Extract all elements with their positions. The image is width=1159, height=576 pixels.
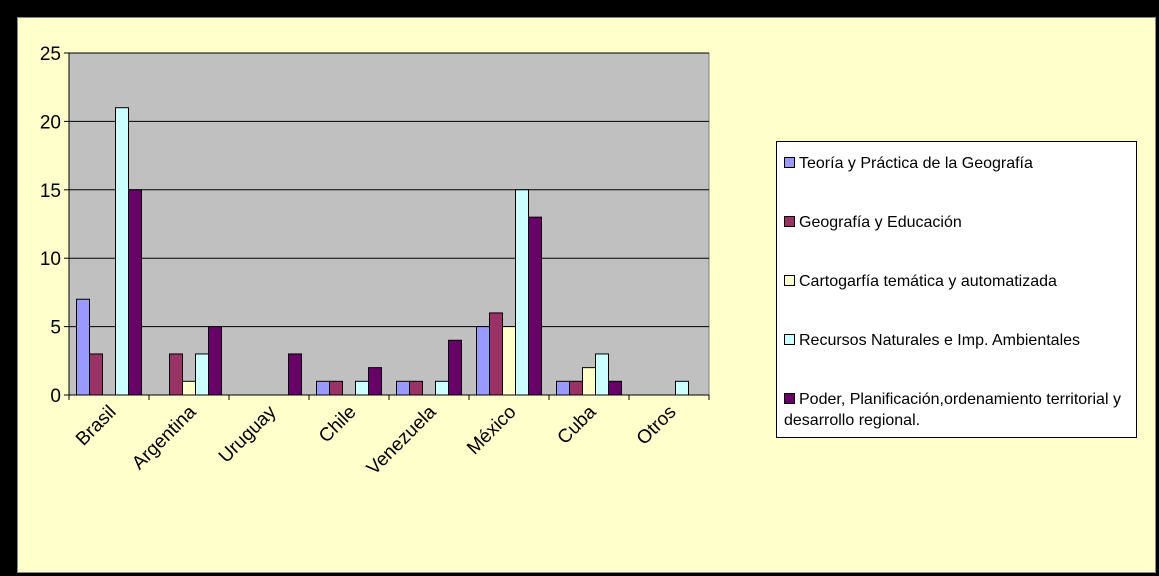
bar xyxy=(329,380,343,396)
y-tick-label: 15 xyxy=(40,181,61,202)
y-tick-label: 0 xyxy=(50,386,61,407)
bar xyxy=(528,216,542,396)
x-category-label: Cuba xyxy=(554,401,601,448)
legend-label-3: Cartogarfía temática y automatizada xyxy=(799,273,1057,290)
x-category-label: Argentina xyxy=(128,401,201,474)
bar xyxy=(355,380,369,396)
x-category-label: Chile xyxy=(315,402,360,447)
bar xyxy=(288,353,302,396)
bar xyxy=(195,353,209,396)
bar xyxy=(89,353,103,396)
legend-label-2: Geografía y Educación xyxy=(799,214,962,231)
bar xyxy=(556,380,570,396)
legend-item-5: Poder, Planificación,ordenamiento territ… xyxy=(784,389,1134,431)
legend-label-1: Teoría y Práctica de la Geografía xyxy=(799,155,1033,172)
y-tick-label: 5 xyxy=(50,318,61,339)
legend-swatch-3 xyxy=(784,275,795,286)
y-tick-label: 20 xyxy=(40,112,61,133)
bar xyxy=(502,326,516,396)
bar xyxy=(476,326,490,396)
legend-item-1: Teoría y Práctica de la Geografía xyxy=(784,153,1134,174)
bar xyxy=(608,380,622,396)
bar xyxy=(409,380,423,396)
bar xyxy=(169,353,183,396)
bar xyxy=(569,380,583,396)
bar xyxy=(76,298,90,396)
legend-label-5: Poder, Planificación,ordenamiento territ… xyxy=(784,391,1121,429)
bar xyxy=(435,380,449,396)
chart-legend: Teoría y Práctica de la Geografía Geogra… xyxy=(776,141,1137,438)
bar xyxy=(396,380,410,396)
bar xyxy=(448,339,462,396)
x-category-label: Venezuela xyxy=(363,401,441,479)
bar xyxy=(582,367,596,396)
legend-label-4: Recursos Naturales e Imp. Ambientales xyxy=(799,332,1081,349)
bar xyxy=(675,380,689,396)
legend-swatch-1 xyxy=(784,157,795,168)
bar xyxy=(128,189,142,396)
bar xyxy=(316,380,330,396)
legend-item-2: Geografía y Educación xyxy=(784,212,1134,233)
plot-area xyxy=(68,52,710,396)
y-tick-label: 25 xyxy=(40,44,61,65)
legend-item-3: Cartogarfía temática y automatizada xyxy=(784,271,1134,292)
legend-swatch-2 xyxy=(784,216,795,227)
y-tick-label: 10 xyxy=(40,249,61,270)
legend-item-4: Recursos Naturales e Imp. Ambientales xyxy=(784,330,1134,351)
x-category-label: México xyxy=(463,402,520,459)
legend-swatch-5 xyxy=(784,393,795,404)
bar xyxy=(115,107,129,396)
x-category-label: Otros xyxy=(633,402,681,450)
bar xyxy=(208,326,222,396)
x-category-label: Brasil xyxy=(72,402,120,450)
bar xyxy=(182,380,196,396)
bar xyxy=(595,353,609,396)
bar xyxy=(489,312,503,396)
bar xyxy=(515,189,529,396)
bar xyxy=(368,367,382,396)
x-category-label: Uruguay xyxy=(215,401,281,467)
legend-swatch-4 xyxy=(784,334,795,345)
